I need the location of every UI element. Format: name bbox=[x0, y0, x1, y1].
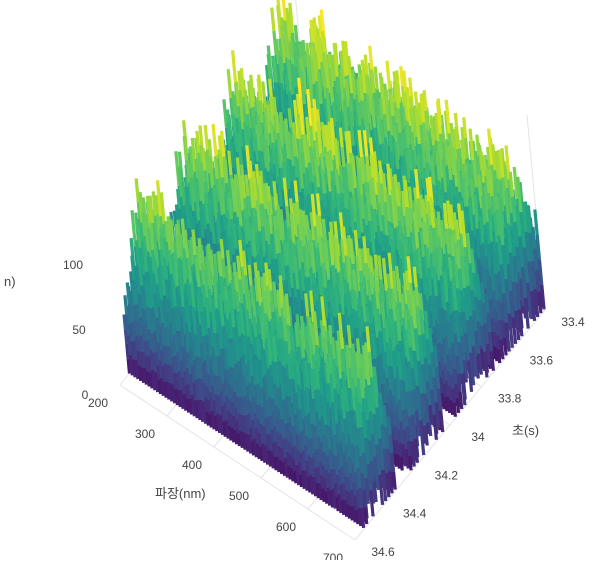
surface-mark bbox=[380, 143, 386, 165]
surface-mark bbox=[394, 84, 401, 109]
surface-mark bbox=[370, 69, 376, 93]
surface-mark bbox=[318, 38, 324, 63]
surface-mark bbox=[287, 108, 293, 128]
surface-mark bbox=[360, 59, 367, 94]
surface-mark bbox=[290, 63, 297, 95]
surface-mark bbox=[282, 98, 289, 120]
surface-mark bbox=[243, 89, 249, 115]
surface-mark bbox=[327, 67, 335, 106]
surface-mark bbox=[325, 87, 332, 124]
surface-mark bbox=[317, 15, 324, 43]
surface-mark bbox=[363, 54, 369, 75]
surface-mark bbox=[307, 70, 315, 107]
surface-mark bbox=[273, 57, 280, 83]
surface-mark bbox=[268, 78, 274, 100]
surface-mark bbox=[279, 83, 286, 114]
surface-mark bbox=[230, 50, 238, 85]
grid-line bbox=[119, 384, 356, 541]
surface-mark bbox=[347, 56, 354, 94]
surface-mark bbox=[285, 7, 292, 44]
surface-mark bbox=[332, 42, 339, 77]
surface-mark bbox=[284, 74, 290, 95]
surface-mark bbox=[278, 38, 285, 76]
surface-mark bbox=[379, 122, 386, 147]
surface-mark bbox=[296, 118, 302, 140]
surface-mark bbox=[372, 92, 378, 117]
surface-mark bbox=[285, 38, 291, 61]
surface-mark bbox=[407, 149, 413, 171]
surface-mark bbox=[256, 78, 262, 101]
surface-mark bbox=[279, 26, 287, 64]
surface-mark bbox=[367, 62, 375, 97]
surface-mark bbox=[389, 93, 395, 117]
surface-mark bbox=[286, 59, 293, 95]
surface-mark bbox=[359, 69, 366, 100]
surface-mark bbox=[222, 99, 229, 129]
surface-mark bbox=[385, 60, 392, 89]
surface-mark bbox=[264, 64, 271, 94]
surface-mark bbox=[341, 40, 348, 77]
surface-mark bbox=[272, 57, 278, 83]
surface-mark bbox=[301, 39, 308, 68]
surface-mark bbox=[309, 19, 315, 43]
surface-mark bbox=[288, 2, 295, 34]
surface-mark bbox=[321, 52, 329, 89]
surface-mark bbox=[274, 112, 280, 134]
surface-mark bbox=[373, 66, 379, 90]
surface-mark bbox=[343, 40, 351, 76]
surface-mark bbox=[299, 70, 307, 105]
surface-mark bbox=[258, 100, 264, 123]
surface-mark bbox=[330, 54, 337, 81]
surface-mark bbox=[274, 38, 281, 65]
surface-mark bbox=[316, 72, 323, 105]
surface-mark bbox=[312, 83, 319, 110]
surface-mark bbox=[350, 69, 357, 100]
surface-mark bbox=[266, 53, 273, 84]
surface-mark bbox=[399, 66, 405, 87]
surface-mark bbox=[297, 77, 303, 99]
surface-mark bbox=[287, 91, 294, 123]
surface-mark bbox=[339, 50, 347, 90]
surface-mark bbox=[314, 81, 322, 117]
surface-mark bbox=[424, 110, 430, 132]
surface-mark bbox=[312, 50, 320, 88]
surface-mark bbox=[269, 121, 275, 143]
surface-mark bbox=[422, 90, 428, 111]
surface-mark bbox=[234, 81, 241, 107]
surface-mark bbox=[368, 45, 374, 70]
surface-mark bbox=[226, 68, 233, 99]
surface-marks bbox=[122, 0, 546, 529]
surface-mark bbox=[322, 71, 328, 99]
surface-mark bbox=[272, 30, 278, 55]
surface-mark bbox=[274, 82, 280, 107]
surface-mark bbox=[310, 58, 316, 84]
surface-mark bbox=[324, 56, 331, 94]
surface-mark bbox=[281, 0, 287, 21]
surface-mark bbox=[270, 7, 276, 32]
surface-mark bbox=[315, 36, 322, 70]
surface-mark bbox=[276, 4, 283, 39]
surface-mark bbox=[402, 70, 408, 96]
surface-mark bbox=[344, 78, 351, 107]
